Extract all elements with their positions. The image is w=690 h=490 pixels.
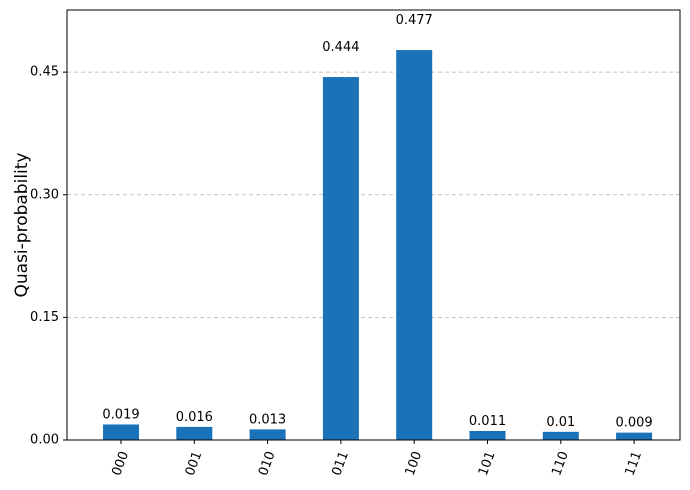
bar (616, 432, 653, 440)
y-tick-label: 0.30 (30, 187, 59, 202)
value-label: 0.011 (469, 414, 506, 429)
y-axis-label: Quasi-probability (12, 153, 32, 298)
value-label: 0.477 (396, 13, 433, 28)
y-tick-label: 0.00 (30, 433, 59, 448)
x-tick-label: 001 (183, 449, 206, 477)
x-tick-label: 110 (549, 449, 572, 477)
value-label: 0.013 (249, 412, 286, 427)
y-tick-label: 0.45 (30, 65, 59, 80)
bar (176, 426, 213, 440)
x-tick-label: 010 (256, 449, 279, 477)
value-label: 0.444 (322, 40, 359, 55)
bar (469, 431, 506, 440)
value-label: 0.019 (102, 407, 139, 422)
bar (103, 424, 139, 440)
x-tick-label: 011 (329, 449, 352, 477)
value-label: 0.01 (546, 415, 575, 430)
value-label: 0.009 (615, 416, 652, 431)
bar (542, 431, 579, 440)
y-tick-label: 0.15 (30, 310, 59, 325)
bar (396, 50, 433, 440)
bar (249, 429, 286, 440)
x-tick-label: 000 (109, 449, 132, 477)
x-tick-label: 111 (623, 449, 646, 477)
bar (322, 77, 359, 441)
x-tick-label: 100 (403, 449, 426, 477)
value-label: 0.016 (176, 410, 213, 425)
plot-frame (66, 9, 681, 441)
x-tick-label: 101 (476, 449, 499, 477)
